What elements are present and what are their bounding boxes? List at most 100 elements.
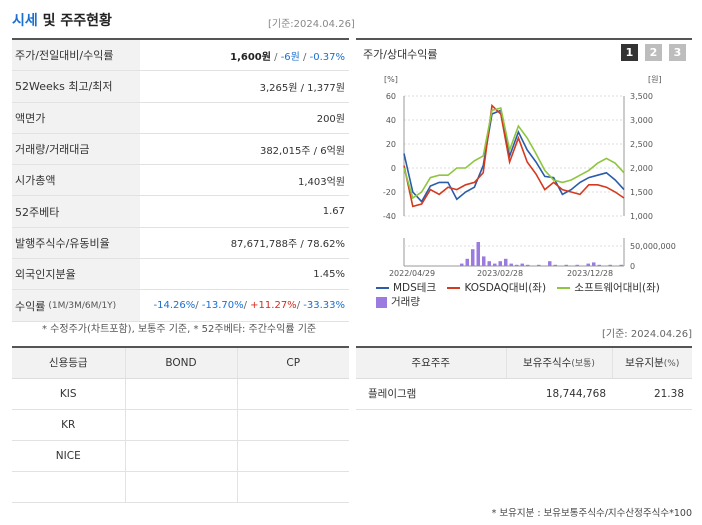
table-row: NICE bbox=[12, 440, 349, 472]
volume-bar bbox=[564, 264, 568, 266]
left-tick-label: -40 bbox=[383, 212, 396, 221]
volume-bar bbox=[520, 263, 524, 266]
returns-value: -14.26%/ -13.70%/ +11.27%/ -33.33% bbox=[153, 300, 345, 312]
volume-tick-label: 0 bbox=[630, 262, 635, 271]
left-tick-label: 20 bbox=[386, 140, 396, 149]
chart-panel: 주가/상대수익률 1 2 3 [%] [원] 60 40 20 0 -20 -40 3,500 3… bbox=[356, 38, 692, 314]
legend-item-kosdaq: KOSDAQ대비(좌) bbox=[447, 281, 546, 295]
credit-header-rating: 신용등급 bbox=[12, 346, 125, 379]
holder-pct: 21.38 bbox=[612, 378, 692, 410]
legend-swatch-kosdaq bbox=[447, 287, 461, 289]
title-accent[interactable]: 시세 bbox=[12, 13, 38, 29]
holder-name: 플레이그램 bbox=[356, 378, 506, 410]
volume-bar bbox=[515, 264, 519, 266]
left-axis-unit: [%] bbox=[384, 75, 398, 84]
summary-row-beta: 52주베타 1.67 bbox=[12, 196, 349, 228]
chart-title: 주가/상대수익률 bbox=[363, 48, 438, 61]
base-date-right: [기준: 2024.04.26] bbox=[601, 329, 692, 340]
price-change: -6원 bbox=[280, 51, 300, 63]
price-value: 1,600원 / -6원 / -0.37% bbox=[230, 51, 345, 63]
volume-bar bbox=[537, 264, 541, 266]
volume-bar bbox=[586, 263, 590, 266]
left-tick-label: -20 bbox=[383, 188, 396, 197]
holder-header-pct: 보유지분(%) bbox=[611, 346, 692, 379]
legend-item-software: 소프트웨어대비(좌) bbox=[557, 281, 660, 295]
legend-swatch-software bbox=[557, 287, 571, 289]
holder-header-shares: 보유주식수(보통) bbox=[505, 346, 612, 379]
table-row bbox=[12, 471, 349, 503]
x-tick-label: 2022/04/29 bbox=[389, 269, 435, 276]
right-tick-label: 1,500 bbox=[630, 188, 653, 197]
volume-bar bbox=[487, 261, 491, 266]
summary-table: 주가/전일대비/수익률 1,600원 / -6원 / -0.37% 52Week… bbox=[12, 38, 349, 322]
summary-row-returns: 수익률 (1M/3M/6M/1Y) -14.26%/ -13.70%/ +11.2… bbox=[12, 290, 349, 322]
table-row: KR bbox=[12, 409, 349, 441]
credit-header-bond: BOND bbox=[124, 346, 237, 379]
left-tick-label: 0 bbox=[391, 164, 396, 173]
volume-bar bbox=[526, 264, 530, 266]
legend-swatch-mds bbox=[376, 287, 389, 289]
row-label: 주가/전일대비/수익률 bbox=[12, 40, 140, 71]
right-tick-label: 2,000 bbox=[630, 164, 653, 173]
volume-bar bbox=[509, 263, 513, 266]
summary-note: * 수정주가(차트포함), 보통주 기준, * 52주베타: 주간수익률 기준 bbox=[42, 324, 317, 335]
legend-swatch-volume bbox=[376, 296, 387, 308]
volume-bar bbox=[460, 263, 464, 266]
right-tick-label: 2,500 bbox=[630, 140, 653, 149]
volume-bar bbox=[575, 264, 579, 266]
summary-row-price: 주가/전일대비/수익률 1,600원 / -6원 / -0.37% bbox=[12, 40, 349, 72]
summary-row-foreign: 외국인지분율 1.45% bbox=[12, 259, 349, 291]
volume-tick-label: 50,000,000 bbox=[630, 242, 676, 251]
holder-note: * 보유지분 : 보유보통주식수/지수산정주식수*100 bbox=[491, 508, 692, 519]
chart-tabs: 1 2 3 bbox=[621, 44, 686, 61]
x-tick-label: 2023/12/28 bbox=[567, 269, 613, 276]
left-tick-label: 60 bbox=[386, 92, 396, 101]
legend-item-mds: MDS테크 bbox=[376, 281, 436, 295]
base-date-top: [기준:2024.04.26] bbox=[268, 19, 355, 30]
table-row bbox=[356, 409, 692, 440]
chart-legend: MDS테크 KOSDAQ대비(좌) 소프트웨어대비(좌) 거래량 bbox=[376, 279, 692, 312]
left-tick-label: 40 bbox=[386, 116, 396, 125]
volume-bar bbox=[498, 261, 502, 266]
chart-tab-1[interactable]: 1 bbox=[621, 44, 638, 61]
volume-bar bbox=[597, 264, 601, 266]
price: 1,600원 bbox=[230, 51, 271, 63]
summary-row-52weeks: 52Weeks 최고/최저 3,265원 / 1,377원 bbox=[12, 71, 349, 103]
volume-bar bbox=[476, 242, 480, 266]
volume-bar bbox=[548, 261, 552, 266]
right-tick-label: 3,500 bbox=[630, 92, 653, 101]
table-row: KIS bbox=[12, 378, 349, 410]
credit-rating-table: 신용등급 BOND CP KIS KR NICE bbox=[12, 346, 349, 503]
series-line-1 bbox=[403, 103, 625, 208]
volume-bar bbox=[493, 263, 497, 266]
volume-bar bbox=[619, 264, 623, 266]
table-row: 플레이그램 18,744,768 21.38 bbox=[356, 378, 692, 410]
chart-tab-2[interactable]: 2 bbox=[645, 44, 662, 61]
summary-row-market-cap: 시가총액 1,403억원 bbox=[12, 165, 349, 197]
volume-bar bbox=[592, 262, 596, 266]
page-title: 시세 및 주주현황 bbox=[12, 10, 112, 30]
summary-row-volume: 거래량/거래대금 382,015주 / 6억원 bbox=[12, 133, 349, 166]
summary-row-par-value: 액면가 200원 bbox=[12, 102, 349, 134]
holder-shares: 18,744,768 bbox=[506, 378, 612, 410]
volume-bar bbox=[471, 249, 475, 266]
series-line-2 bbox=[403, 107, 625, 200]
major-holders-table: 주요주주 보유주식수(보통) 보유지분(%) 플레이그램 18,744,768 … bbox=[356, 346, 692, 440]
series-line-0 bbox=[403, 109, 625, 203]
volume-bar bbox=[465, 258, 469, 266]
volume-bar bbox=[553, 264, 557, 266]
credit-header-cp: CP bbox=[236, 346, 349, 379]
volume-bar bbox=[504, 258, 508, 266]
x-tick-label: 2023/02/28 bbox=[477, 269, 523, 276]
right-tick-label: 1,000 bbox=[630, 212, 653, 221]
title-rest: 및 주주현황 bbox=[42, 13, 112, 29]
price-chart: [%] [원] 60 40 20 0 -20 -40 3,500 3,000 2,500 2,000 1… bbox=[383, 75, 676, 276]
volume-bar bbox=[482, 256, 486, 266]
right-tick-label: 3,000 bbox=[630, 116, 653, 125]
summary-row-shares: 발행주식수/유동비율 87,671,788주 / 78.62% bbox=[12, 227, 349, 260]
price-change-pct: -0.37% bbox=[309, 51, 345, 63]
legend-item-volume: 거래량 bbox=[376, 295, 420, 309]
volume-bar bbox=[608, 264, 612, 266]
right-axis-unit: [원] bbox=[648, 75, 662, 84]
chart-tab-3[interactable]: 3 bbox=[669, 44, 686, 61]
